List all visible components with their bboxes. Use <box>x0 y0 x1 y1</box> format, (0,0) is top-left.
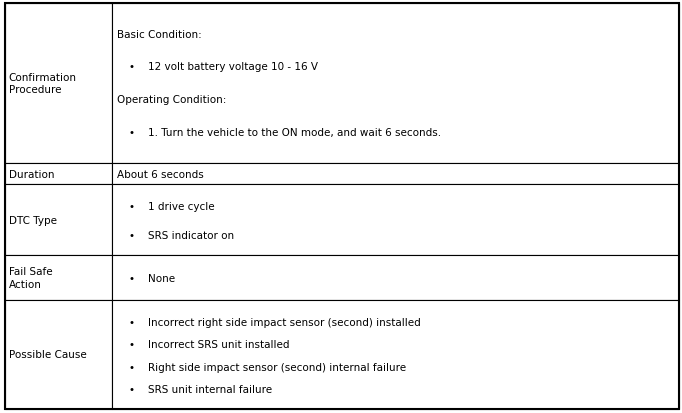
Text: SRS indicator on: SRS indicator on <box>148 230 234 240</box>
Text: •: • <box>129 273 135 283</box>
Bar <box>5 4 112 164</box>
Bar <box>5 164 112 185</box>
Bar <box>5 185 112 255</box>
Bar <box>112 255 679 300</box>
Text: 1. Turn the vehicle to the ON mode, and wait 6 seconds.: 1. Turn the vehicle to the ON mode, and … <box>148 128 441 138</box>
Text: SRS unit internal failure: SRS unit internal failure <box>148 384 272 394</box>
Text: DTC Type: DTC Type <box>9 215 57 225</box>
Text: •: • <box>129 62 135 72</box>
Bar <box>112 164 679 185</box>
Bar <box>112 300 679 409</box>
Text: •: • <box>129 384 135 394</box>
Text: Fail Safe
Action: Fail Safe Action <box>9 267 53 289</box>
Text: •: • <box>129 202 135 211</box>
Text: •: • <box>129 317 135 328</box>
Text: •: • <box>129 362 135 372</box>
Text: About 6 seconds: About 6 seconds <box>117 170 204 180</box>
Text: •: • <box>129 339 135 349</box>
Text: 1 drive cycle: 1 drive cycle <box>148 202 215 211</box>
Bar <box>5 255 112 300</box>
Bar <box>112 185 679 255</box>
Text: Incorrect SRS unit installed: Incorrect SRS unit installed <box>148 339 289 349</box>
Text: Incorrect right side impact sensor (second) installed: Incorrect right side impact sensor (seco… <box>148 317 421 328</box>
Text: 12 volt battery voltage 10 - 16 V: 12 volt battery voltage 10 - 16 V <box>148 62 318 72</box>
Bar <box>112 4 679 164</box>
Text: •: • <box>129 128 135 138</box>
Text: Duration: Duration <box>9 169 55 179</box>
Text: Operating Condition:: Operating Condition: <box>117 95 226 105</box>
Text: Confirmation
Procedure: Confirmation Procedure <box>9 73 77 95</box>
Text: Right side impact sensor (second) internal failure: Right side impact sensor (second) intern… <box>148 362 406 372</box>
Text: Basic Condition:: Basic Condition: <box>117 30 202 40</box>
Text: None: None <box>148 273 175 283</box>
Text: •: • <box>129 230 135 240</box>
Bar <box>5 300 112 409</box>
Text: Possible Cause: Possible Cause <box>9 350 87 360</box>
